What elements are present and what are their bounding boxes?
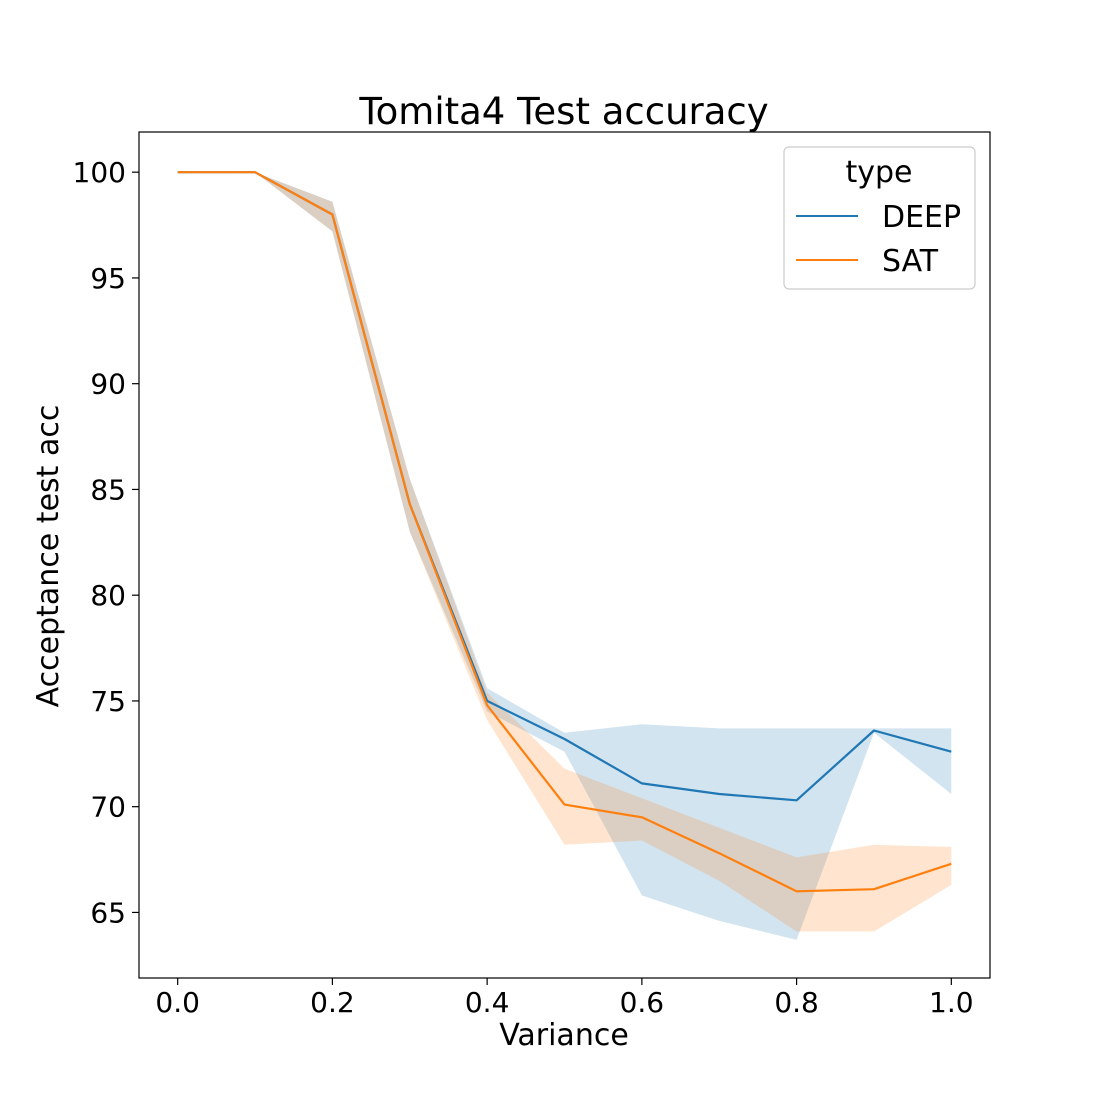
line-sat [177,171,952,893]
legend-title: type [845,155,912,190]
chart-title: Tomita4 Test accuracy [358,90,768,133]
y-axis-label: Acceptance test acc [31,405,66,708]
y-tick-label: 100 [73,156,126,189]
x-tick-label: 0.8 [774,986,819,1019]
x-tick-label: 0.4 [465,986,510,1019]
x-axis-label: Variance [499,1018,629,1053]
y-axis-ticks: 65 70 75 80 85 90 95 100 [73,156,139,929]
x-tick-label: 0.0 [155,986,200,1019]
y-tick-label: 95 [90,262,126,295]
x-tick-label: 1.0 [929,986,974,1019]
y-tick-label: 80 [90,579,126,612]
legend-label-deep: DEEP [882,200,961,235]
band-deep [177,172,952,940]
y-tick-label: 75 [90,685,126,718]
x-tick-label: 0.2 [310,986,355,1019]
y-tick-label: 85 [90,473,126,506]
y-tick-label: 70 [90,791,126,824]
legend-box [783,146,976,290]
y-tick-label: 90 [90,368,126,401]
legend: type DEEP SAT [783,146,976,290]
x-axis-ticks: 0.0 0.2 0.4 0.6 0.8 1.0 [155,978,974,1019]
plot-area-frame [138,131,991,979]
x-tick-label: 0.6 [620,986,665,1019]
y-tick-label: 65 [90,896,126,929]
series-lines [177,171,952,893]
legend-label-sat: SAT [882,244,939,279]
